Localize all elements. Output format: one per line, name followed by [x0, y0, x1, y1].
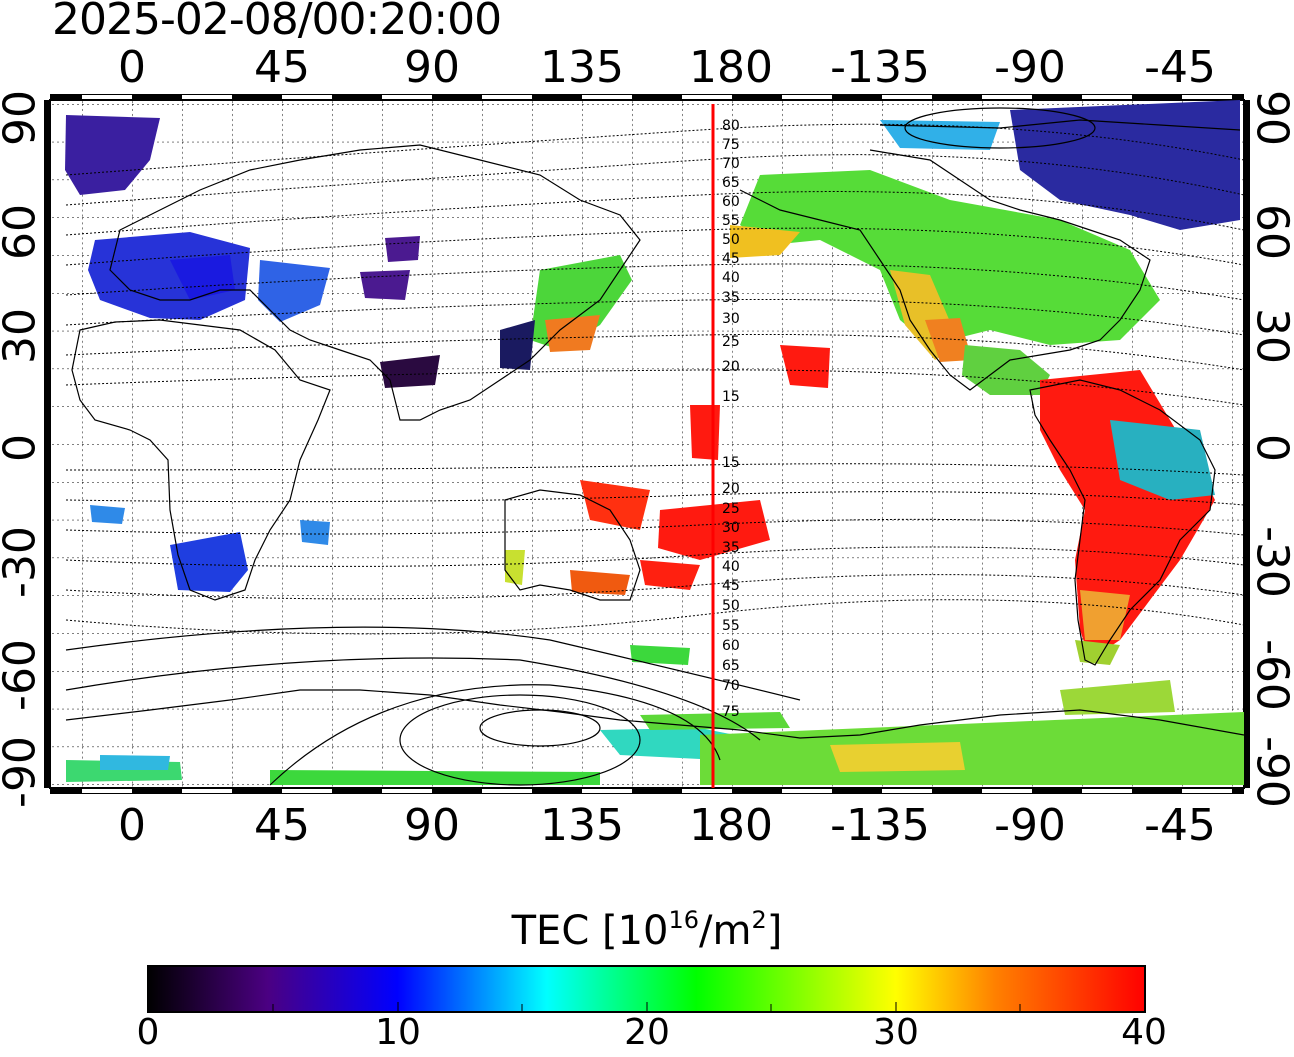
meridian-label-n: 50 [722, 232, 740, 248]
colorbar-title-exp2: 2 [751, 906, 767, 934]
magnetic-contours-north [65, 123, 1244, 406]
top-lon-label: -45 [1144, 42, 1216, 93]
bottom-lon-label: 135 [540, 800, 624, 851]
meridian-label-s: 75 [722, 704, 740, 720]
meridian-label-s: 15 [722, 455, 740, 471]
meridian-label-s: 25 [722, 501, 740, 517]
top-lon-label: 135 [540, 42, 624, 93]
tec-data-africa [90, 505, 330, 592]
bottom-lon-label: 0 [118, 800, 146, 851]
colorbar-tick-label: 20 [624, 1012, 670, 1053]
tec-data-southamerica [1040, 370, 1215, 665]
colorbar-title: TEC [1016/m2] [0, 906, 1294, 954]
bottom-lon-label: 45 [254, 800, 310, 851]
top-lon-label: -90 [994, 42, 1066, 93]
frame-ticks [44, 94, 1250, 794]
meridian-label-n: 40 [722, 270, 740, 286]
frame-tick-gaps [82, 95, 1232, 793]
meridian-label-s: 20 [722, 481, 740, 497]
meridian-label-n: 45 [722, 251, 740, 267]
meridian-label-n: 35 [722, 290, 740, 306]
meridian-label-s: 45 [722, 578, 740, 594]
meridian-label-s: 30 [722, 520, 740, 536]
bottom-lon-label: -90 [994, 800, 1066, 851]
meridian-label-n: 60 [722, 194, 740, 210]
meridian-label-s: 70 [722, 678, 740, 694]
meridian-label-n: 25 [722, 334, 740, 350]
top-lon-label: -135 [830, 42, 930, 93]
top-lon-label: 0 [118, 42, 146, 93]
graticule [50, 100, 1244, 788]
colorbar-title-exp1: 16 [668, 906, 700, 934]
meridian-label-n: 55 [722, 213, 740, 229]
colorbar-ticks [272, 1002, 1021, 1012]
meridian-label-n: 70 [722, 156, 740, 172]
colorbar-title-mid: /m [699, 908, 752, 954]
meridian-label-n: 75 [722, 137, 740, 153]
top-lon-label: 90 [404, 42, 460, 93]
colorbar-tick-label: 0 [136, 1012, 160, 1053]
meridian-labels: 80 75 70 65 60 55 50 45 40 35 30 25 20 1… [722, 118, 740, 720]
colorbar-title-suffix: ] [766, 908, 783, 954]
magnetic-contours-south [65, 463, 1244, 635]
meridian-label-s: 35 [722, 540, 740, 556]
tec-data-europe [65, 115, 420, 322]
colorbar-tick-label: 30 [873, 1012, 919, 1053]
meridian-label-s: 60 [722, 638, 740, 654]
top-lon-label: 45 [254, 42, 310, 93]
colorbar-tick-label: 40 [1121, 1012, 1167, 1053]
coastlines [65, 119, 1244, 739]
tec-data-northamerica [730, 100, 1240, 395]
colorbar-title-prefix: TEC [10 [511, 908, 669, 954]
bottom-lon-label: -45 [1144, 800, 1216, 851]
tec-data-eastasia [380, 255, 632, 388]
magnetic-contours-pole [65, 107, 1096, 786]
bottom-lon-label: -135 [830, 800, 930, 851]
map-title: 2025-02-08/00:20:00 [52, 0, 502, 45]
meridian-label-n: 65 [722, 175, 740, 191]
top-lon-label: 180 [689, 42, 773, 93]
meridian-label-s: 55 [722, 618, 740, 634]
meridian-label-s: 40 [722, 559, 740, 575]
colorbar-tick-label: 10 [375, 1012, 421, 1053]
bottom-lon-label: 90 [404, 800, 460, 851]
meridian-label-n: 80 [722, 118, 740, 134]
meridian-label-n: 20 [722, 359, 740, 375]
bottom-lon-label: 180 [689, 800, 773, 851]
meridian-label-n: 15 [722, 389, 740, 405]
meridian-label-s: 50 [722, 598, 740, 614]
meridian-label-n: 30 [722, 311, 740, 327]
meridian-label-s: 65 [722, 658, 740, 674]
